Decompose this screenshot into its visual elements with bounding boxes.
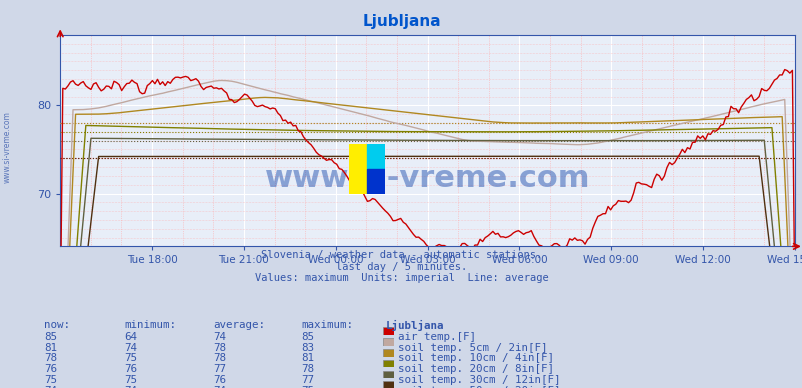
Text: 64: 64: [124, 332, 137, 342]
Text: 76: 76: [44, 364, 57, 374]
Text: average:: average:: [213, 320, 265, 330]
Text: minimum:: minimum:: [124, 320, 176, 330]
Bar: [367, 169, 385, 194]
Text: 75: 75: [301, 386, 314, 388]
Text: 85: 85: [44, 332, 57, 342]
Text: 78: 78: [301, 364, 314, 374]
Text: www.si-vreme.com: www.si-vreme.com: [265, 164, 589, 193]
Bar: [367, 144, 385, 169]
Text: 74: 74: [213, 332, 225, 342]
Text: 77: 77: [213, 364, 225, 374]
Text: 77: 77: [301, 375, 314, 385]
Text: Ljubljana: Ljubljana: [362, 14, 440, 29]
Text: 78: 78: [44, 353, 57, 364]
Text: Ljubljana: Ljubljana: [385, 320, 444, 331]
Text: 74: 74: [44, 386, 57, 388]
Text: 78: 78: [213, 353, 225, 364]
Text: 75: 75: [124, 375, 137, 385]
Text: 76: 76: [213, 375, 225, 385]
Text: now:: now:: [44, 320, 70, 330]
Text: soil temp. 20cm / 8in[F]: soil temp. 20cm / 8in[F]: [398, 364, 553, 374]
Text: air temp.[F]: air temp.[F]: [398, 332, 476, 342]
Text: 83: 83: [301, 343, 314, 353]
Text: soil temp. 10cm / 4in[F]: soil temp. 10cm / 4in[F]: [398, 353, 553, 364]
Text: 74: 74: [213, 386, 225, 388]
Text: www.si-vreme.com: www.si-vreme.com: [2, 111, 12, 184]
Text: 81: 81: [44, 343, 57, 353]
Text: soil temp. 5cm / 2in[F]: soil temp. 5cm / 2in[F]: [398, 343, 547, 353]
Text: soil temp. 30cm / 12in[F]: soil temp. 30cm / 12in[F]: [398, 375, 560, 385]
Text: 76: 76: [124, 364, 137, 374]
Text: soil temp. 50cm / 20in[F]: soil temp. 50cm / 20in[F]: [398, 386, 560, 388]
Text: 75: 75: [124, 353, 137, 364]
Text: maximum:: maximum:: [301, 320, 353, 330]
Text: 74: 74: [124, 343, 137, 353]
Text: 74: 74: [124, 386, 137, 388]
Text: 81: 81: [301, 353, 314, 364]
Text: Slovenia / weather data - automatic stations.
last day / 5 minutes.
Values: maxi: Slovenia / weather data - automatic stat…: [254, 250, 548, 284]
Text: 78: 78: [213, 343, 225, 353]
Text: 85: 85: [301, 332, 314, 342]
Bar: [349, 144, 367, 194]
Text: 75: 75: [44, 375, 57, 385]
